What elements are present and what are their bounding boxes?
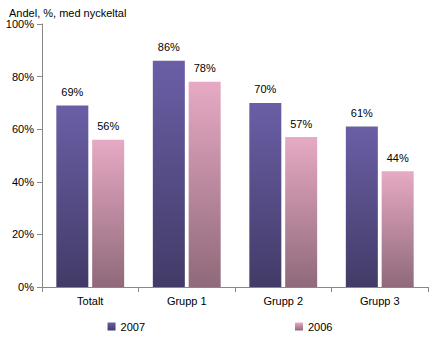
svg-text:44%: 44%: [387, 152, 409, 164]
svg-text:70%: 70%: [254, 83, 276, 95]
svg-text:57%: 57%: [290, 118, 312, 130]
svg-text:60%: 60%: [12, 123, 34, 135]
svg-text:61%: 61%: [351, 107, 373, 119]
svg-text:2007: 2007: [121, 321, 145, 333]
svg-text:20%: 20%: [12, 228, 34, 240]
svg-text:Grupp 1: Grupp 1: [167, 295, 207, 307]
svg-text:86%: 86%: [158, 41, 180, 53]
svg-text:56%: 56%: [97, 120, 119, 132]
svg-text:40%: 40%: [12, 176, 34, 188]
svg-text:Grupp 2: Grupp 2: [263, 295, 303, 307]
svg-text:78%: 78%: [194, 62, 216, 74]
svg-text:100%: 100%: [6, 18, 34, 30]
svg-text:80%: 80%: [12, 71, 34, 83]
svg-text:0%: 0%: [18, 281, 34, 293]
svg-text:Totalt: Totalt: [77, 295, 103, 307]
svg-text:2006: 2006: [308, 321, 332, 333]
svg-text:69%: 69%: [61, 86, 83, 98]
svg-text:Andel, %, med nyckeltal: Andel, %, med nyckeltal: [9, 7, 126, 19]
svg-text:Grupp 3: Grupp 3: [360, 295, 400, 307]
